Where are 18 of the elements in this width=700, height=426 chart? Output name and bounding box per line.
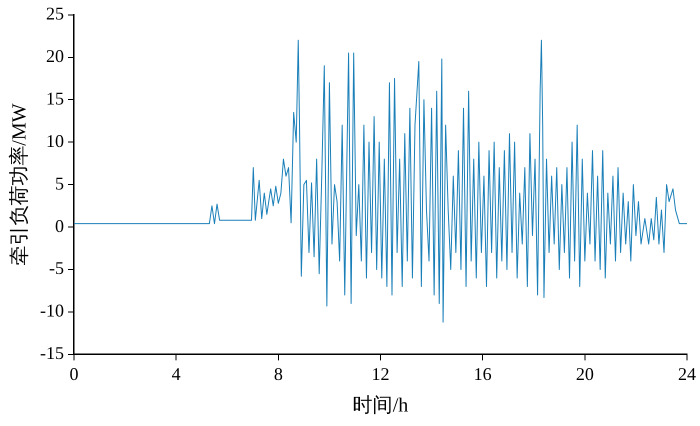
x-tick-label: 8 <box>274 364 283 384</box>
y-tick-label: 20 <box>46 46 64 66</box>
x-axis-title: 时间/h <box>352 394 408 416</box>
x-tick-label: 4 <box>172 364 181 384</box>
y-tick-label: -15 <box>40 343 64 364</box>
y-tick-label: 10 <box>46 130 64 151</box>
y-tick-label: -10 <box>40 300 64 321</box>
y-tick-label: -5 <box>48 258 64 278</box>
y-axis-title: 牵引负荷功率/MW <box>8 103 30 266</box>
y-tick-label: 25 <box>46 4 64 24</box>
x-tick-label: 0 <box>69 364 78 384</box>
y-tick-label: 15 <box>46 88 64 108</box>
x-tick-label: 16 <box>474 364 492 384</box>
x-tick-label: 24 <box>678 364 696 384</box>
x-tick-label: 20 <box>576 364 594 384</box>
y-tick-label: 0 <box>54 216 64 236</box>
x-tick-label: 12 <box>371 364 390 384</box>
y-tick-label: 5 <box>54 173 64 194</box>
